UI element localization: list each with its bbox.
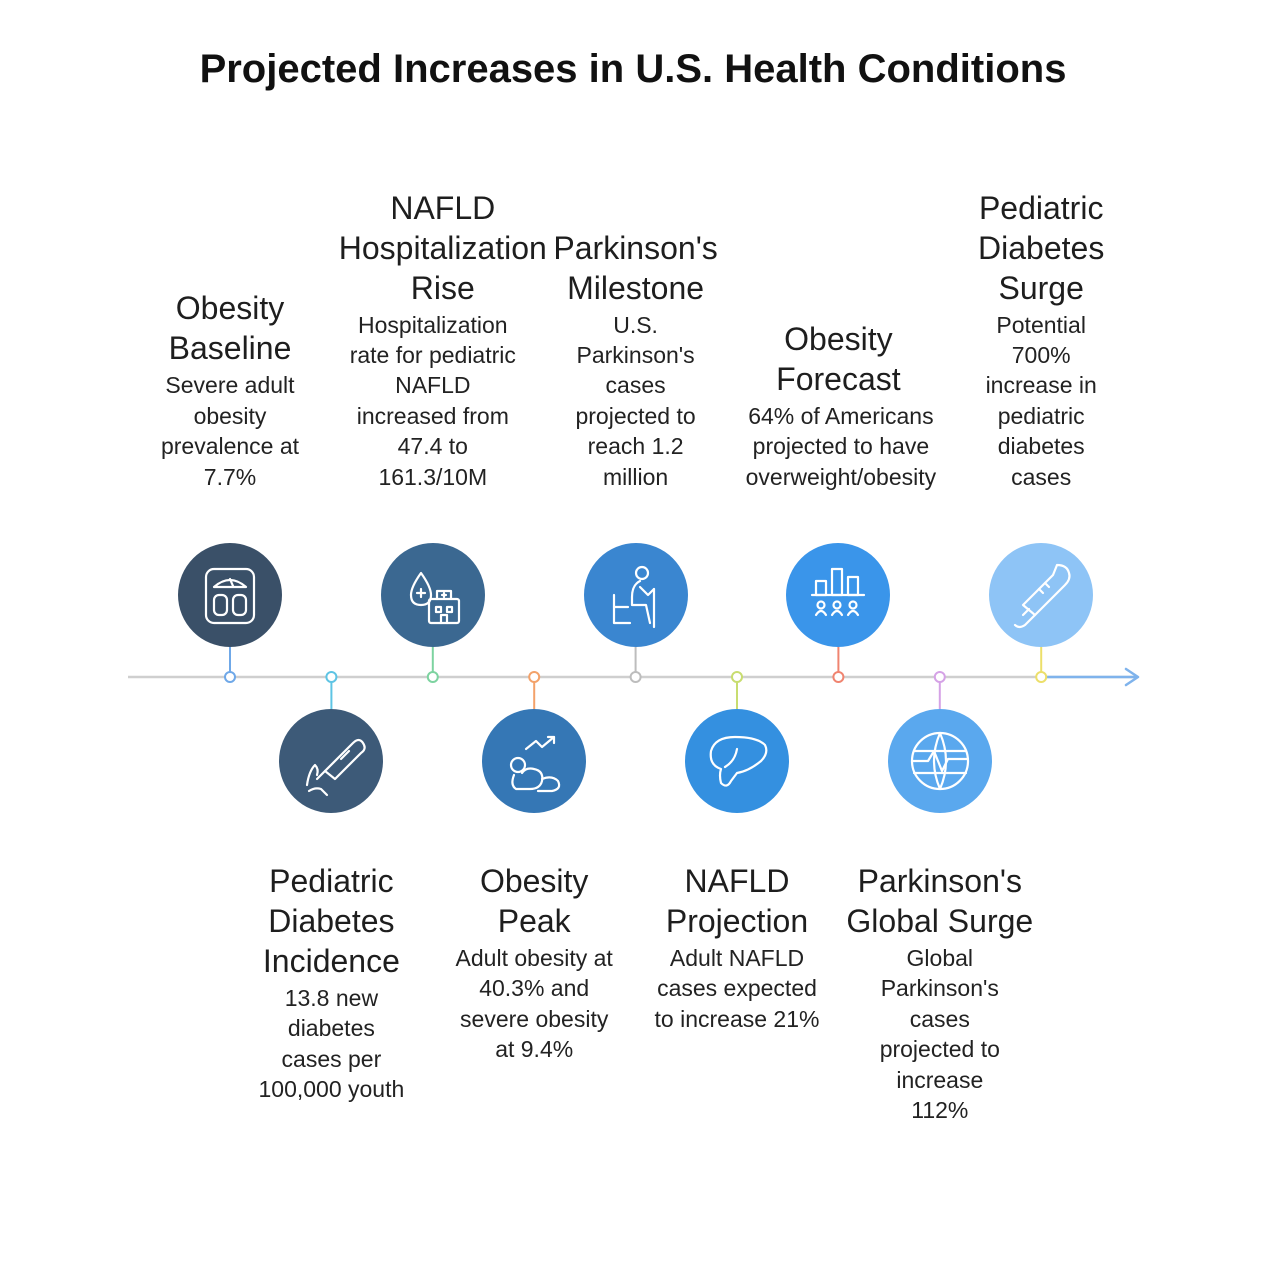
event-text: Pediatric Diabetes Incidence 13.8 new dia… [226,861,436,1105]
population-chart-icon [811,567,866,617]
timeline-node [224,671,236,683]
event-text: Obesity Forecast 64% of Americans project… [733,319,943,492]
event-icon-circle [887,709,992,813]
elderly-person-icon [612,565,655,629]
event-text: Pediatric Diabetes Surge Potential 700% i… [936,188,1146,492]
event-description: Global Parkinson's cases projected to in… [879,945,1000,1124]
timeline-node [325,671,338,683]
event-text: Parkinson's Global Surge Global Parkinson… [835,861,1045,1125]
event-text: NAFLD Hospitalization Rise Hospitalizatio… [328,188,547,492]
event-icon-circle [989,543,1094,647]
event-title: NAFLD Hospitalization Rise [338,189,547,306]
event-description: U.S. Parkinson's cases projected to reac… [575,311,696,490]
globe-pulse-icon [910,731,969,791]
event-title: Obesity Forecast [776,320,901,397]
event-description: Adult NAFLD cases expected to increase 2… [654,945,820,1032]
event-description: Hospitalization rate for pediatric NAFLD… [349,311,516,490]
event-description: Potential 700% increase in pediatric dia… [985,311,1097,490]
event-title: Obesity Baseline [168,290,292,367]
event-text: Parkinson's Milestone U.S. Parkinson's ca… [531,228,741,492]
obesity-trend-icon [510,735,561,793]
axis-arrow-icon [1124,667,1140,687]
event-text: Obesity Baseline Severe adult obesity pre… [125,288,335,492]
event-text: NAFLD Projection Adult NAFLD cases expect… [632,861,842,1034]
event-icon-circle [583,543,688,647]
event-icon-circle [482,709,587,813]
thermometer-icon [1014,563,1071,629]
timeline-node [1035,671,1048,683]
event-icon-circle [380,543,485,647]
liver-icon [709,735,768,787]
event-description: 13.8 new diabetes cases per 100,000 yout… [258,985,405,1103]
page-title: Projected Increases in U.S. Health Condi… [199,47,1067,91]
event-title: Parkinson's Milestone [553,229,718,306]
scale-icon [204,567,256,625]
blood-drop-hospital-icon [409,571,460,625]
timeline-node [426,671,439,683]
event-title: Pediatric Diabetes Surge [978,189,1105,306]
event-description: Severe adult obesity prevalence at 7.7% [160,372,300,490]
event-icon-circle [685,709,789,813]
event-icon-circle [178,543,282,647]
event-icon-circle [279,709,384,813]
event-title: NAFLD Projection [665,863,809,939]
glucose-meter-icon [306,738,367,797]
timeline-node [629,671,642,683]
timeline-node [832,671,845,683]
event-icon-circle [786,543,891,647]
timeline-node [731,671,743,683]
event-title: Obesity Peak [479,863,589,939]
event-text: Obesity Peak Adult obesity at 40.3% and s… [429,861,639,1065]
timeline-node [528,671,541,683]
event-title: Pediatric Diabetes Incidence [262,863,400,979]
timeline-node [933,671,946,683]
event-description: Adult obesity at 40.3% and severe obesit… [455,945,613,1063]
event-description: 64% of Americans projected to have overw… [745,402,937,490]
event-title: Parkinson's Global Surge [846,863,1034,939]
